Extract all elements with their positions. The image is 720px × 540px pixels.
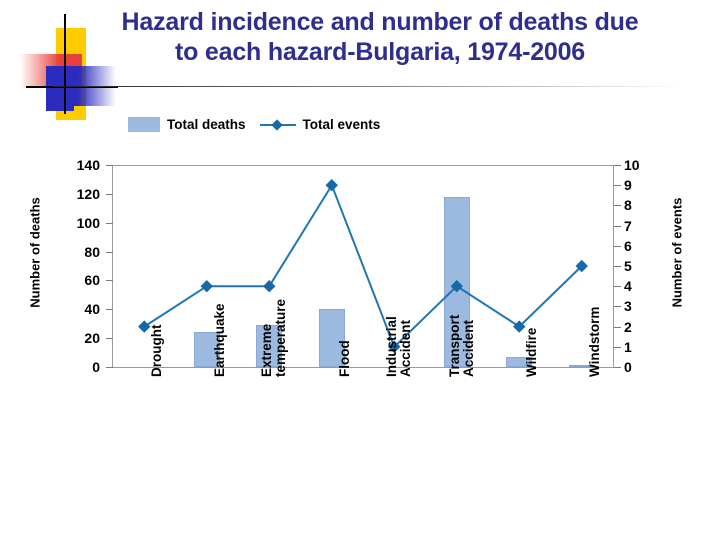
right-axis-line <box>613 165 614 368</box>
x-axis-label-earthquake: Earthquake <box>211 303 227 377</box>
page-title: Hazard incidence and number of deaths du… <box>60 8 700 67</box>
left-axis-tick-label: 80 <box>84 243 100 260</box>
right-axis-tick-label: 1 <box>624 338 632 355</box>
left-axis-tick <box>106 309 113 310</box>
x-axis-label-industrial-accident: Industrial Accident <box>384 316 414 377</box>
left-axis-line <box>112 165 113 368</box>
events-marker-flood <box>325 178 338 192</box>
left-axis-tick <box>106 338 113 339</box>
right-axis-tick <box>614 226 621 227</box>
right-axis-tick <box>614 246 621 247</box>
right-axis-tick <box>614 347 621 348</box>
right-axis-tick <box>614 185 621 186</box>
right-axis-tick <box>614 165 621 166</box>
logo-blue-solid-block <box>46 66 74 111</box>
right-axis-tick <box>614 367 621 368</box>
right-axis-tick-label: 3 <box>624 298 632 315</box>
x-axis-label-windstorm: Windstorm <box>586 306 602 377</box>
legend-item-total-events: Total events <box>259 117 381 132</box>
right-axis-tick-label: 8 <box>624 197 632 214</box>
right-axis-tick <box>614 266 621 267</box>
logo-horizontal-rule <box>26 86 118 88</box>
legend-item-total-deaths: Total deaths <box>128 117 246 132</box>
left-axis-tick-label: 40 <box>84 301 100 318</box>
left-axis-tick <box>106 194 113 195</box>
left-axis-tick <box>106 280 113 281</box>
right-axis-tick-label: 2 <box>624 318 632 335</box>
right-axis-tick <box>614 327 621 328</box>
events-line-path <box>143 182 583 349</box>
right-axis-title: Number of events <box>669 197 685 308</box>
left-axis-tick-label: 0 <box>92 359 100 375</box>
right-axis-tick <box>614 286 621 287</box>
page-title-line-2: to each hazard-Bulgaria, 1974-2006 <box>174 37 586 66</box>
x-axis-label-wildfire: Wildfire <box>524 327 540 377</box>
x-axis-label-transport-accident: Transport Accident <box>446 314 476 377</box>
left-axis-tick-label: 100 <box>76 214 100 231</box>
left-axis-tick <box>106 223 113 224</box>
right-axis-tick <box>614 205 621 206</box>
left-axis-tick <box>106 367 113 368</box>
right-axis-tick-label: 7 <box>624 217 632 234</box>
left-axis-tick-label: 60 <box>84 272 100 289</box>
chart-legend: Total deaths Total events <box>128 117 380 132</box>
right-axis-tick-label: 0 <box>624 359 632 375</box>
legend-swatch-icon <box>128 117 160 132</box>
page-title-line-1: Hazard incidence and number of deaths du… <box>121 8 639 36</box>
legend-line-marker-icon <box>259 118 296 131</box>
left-axis-tick-label: 140 <box>76 157 100 173</box>
right-axis-tick-label: 9 <box>624 177 632 194</box>
header-divider-rule <box>52 86 682 87</box>
bar-windstorm <box>569 365 595 367</box>
left-axis-tick-label: 120 <box>76 185 100 202</box>
events-marker-earthquake <box>200 279 213 293</box>
left-axis-tick <box>106 252 113 253</box>
events-marker-extreme-temperature <box>263 279 276 293</box>
events-marker-windstorm <box>575 259 588 273</box>
x-axis-label-flood: Flood <box>336 340 352 377</box>
legend-label-total-events: Total events <box>302 117 381 132</box>
plot-top-border <box>113 165 613 166</box>
logo-vertical-rule <box>64 14 66 114</box>
right-axis-tick <box>614 306 621 307</box>
right-axis-tick-label: 6 <box>624 237 632 254</box>
bar-wildfire <box>506 357 532 367</box>
legend-label-total-deaths: Total deaths <box>167 117 246 132</box>
left-axis-tick <box>106 165 113 166</box>
left-axis-title: Number of deaths <box>27 197 43 308</box>
x-axis-label-extreme-temperature: Extreme temperature <box>259 298 289 377</box>
x-axis-label-drought: Drought <box>149 324 165 377</box>
right-axis-tick-label: 5 <box>624 258 632 274</box>
right-axis-tick-label: 10 <box>624 157 640 173</box>
x-axis-line <box>113 367 613 368</box>
left-axis-tick-label: 20 <box>84 330 100 347</box>
right-axis-tick-label: 4 <box>624 278 632 295</box>
